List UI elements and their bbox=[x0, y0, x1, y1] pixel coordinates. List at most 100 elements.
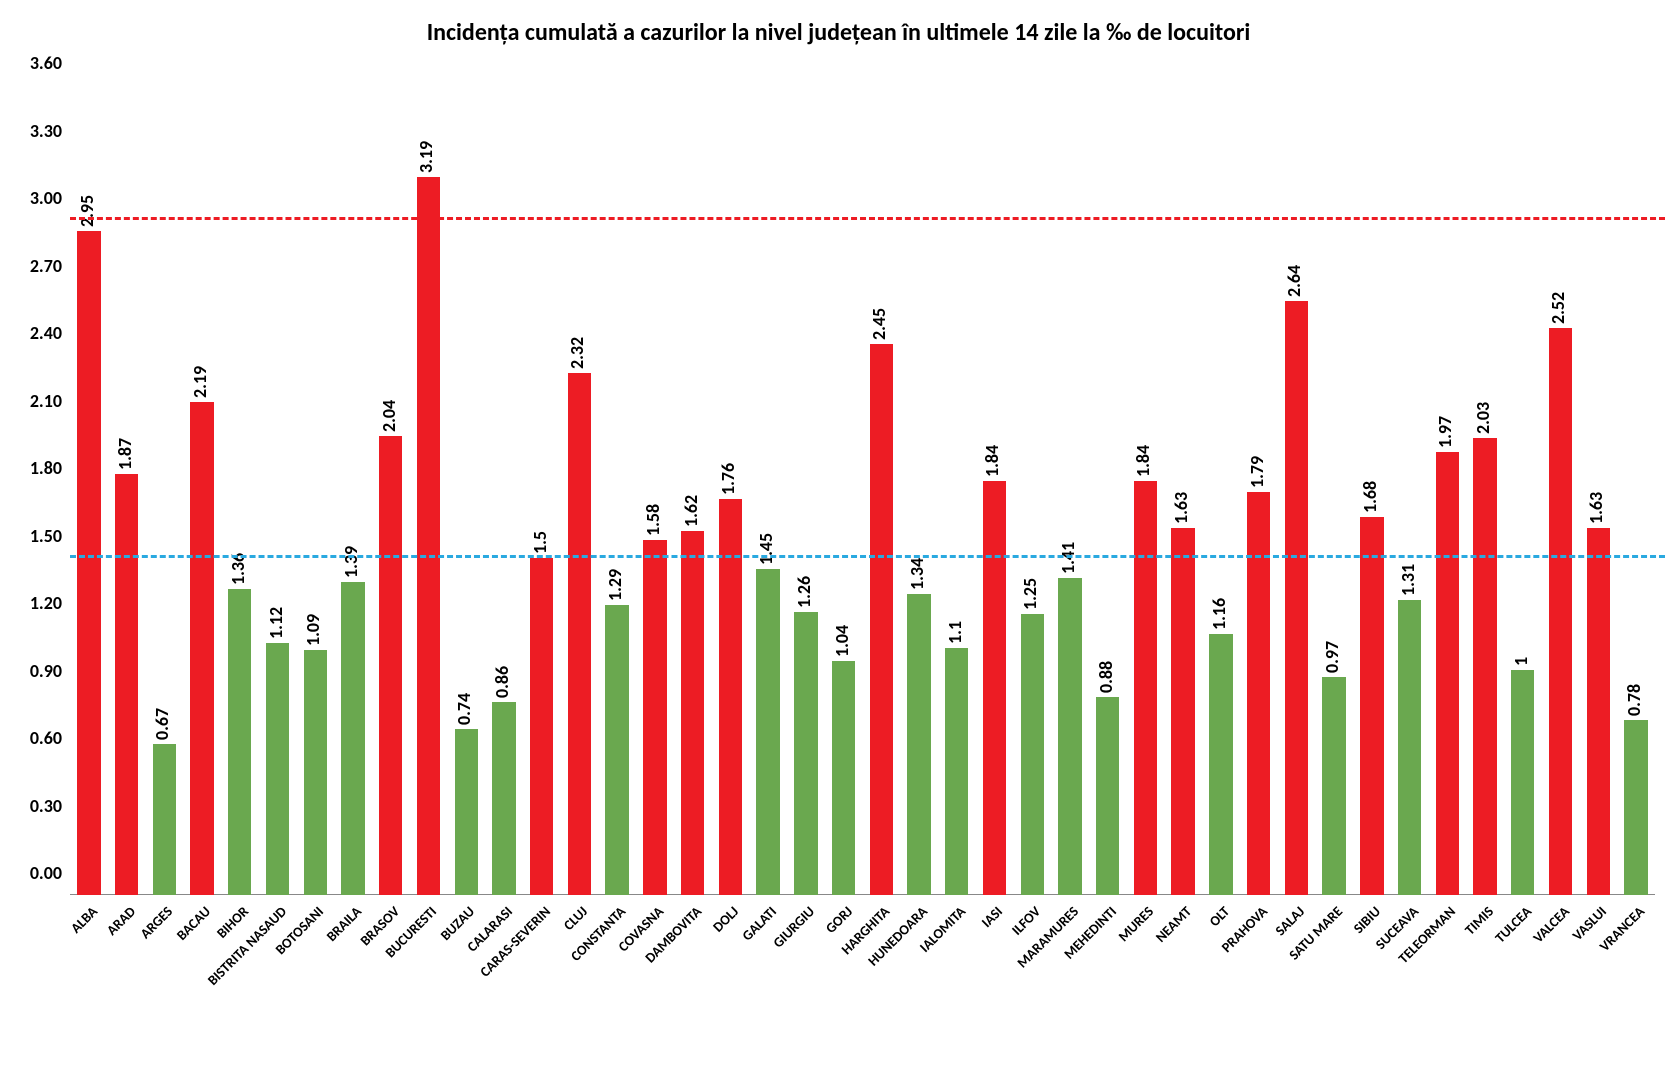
bar-slot: 2.95 bbox=[70, 85, 108, 895]
x-category-label: ARGES bbox=[137, 903, 176, 942]
bar-slot: 1.5 bbox=[523, 85, 561, 895]
bar: 1.1 bbox=[945, 648, 968, 896]
bar-value-label: 1.79 bbox=[1246, 456, 1268, 488]
bar-value-label: 1.31 bbox=[1397, 564, 1419, 596]
bar-value-label: 1.84 bbox=[981, 445, 1003, 477]
bar-value-label: 0.74 bbox=[453, 692, 475, 724]
bar-value-label: 2.95 bbox=[76, 195, 98, 227]
bar-slot: 2.64 bbox=[1278, 85, 1316, 895]
bar-value-label: 1.36 bbox=[227, 553, 249, 585]
bar-value-label: 1.84 bbox=[1132, 445, 1154, 477]
bar-slot: 0.97 bbox=[1315, 85, 1353, 895]
bar: 1.04 bbox=[832, 661, 855, 895]
x-category-label: NEAMT bbox=[1152, 903, 1195, 946]
bar-value-label: 2.32 bbox=[566, 337, 588, 369]
bar-slot: 1.16 bbox=[1202, 85, 1240, 895]
bar-slot: 1.63 bbox=[1579, 85, 1617, 895]
bar: 1 bbox=[1511, 670, 1534, 895]
y-tick-label: 3.00 bbox=[30, 187, 70, 209]
bar-value-label: 2.64 bbox=[1283, 265, 1305, 297]
bar-slot: 3.19 bbox=[410, 85, 448, 895]
y-tick-label: 0.60 bbox=[30, 727, 70, 749]
x-category-label: OLT bbox=[1206, 903, 1233, 930]
bar: 1.16 bbox=[1209, 634, 1232, 895]
bar-value-label: 2.19 bbox=[189, 366, 211, 398]
incidence-chart: Incidența cumulată a cazurilor la nivel … bbox=[0, 0, 1677, 1081]
bar-slot: 0.86 bbox=[485, 85, 523, 895]
y-tick-label: 1.50 bbox=[30, 525, 70, 547]
bar-value-label: 2.03 bbox=[1472, 402, 1494, 434]
bar-value-label: 1.34 bbox=[906, 557, 928, 589]
x-category-label: VALCEA bbox=[1529, 903, 1572, 946]
bars-group: 2.95 1.87 0.67 2.19 1.36 1.12 1.09 1.39 2.04 3.19… bbox=[70, 85, 1655, 895]
bar-slot: 0.67 bbox=[145, 85, 183, 895]
bar-slot: 1.63 bbox=[1164, 85, 1202, 895]
bar: 2.64 bbox=[1285, 301, 1308, 895]
bar-slot: 1.04 bbox=[825, 85, 863, 895]
bar-value-label: 1.12 bbox=[265, 607, 287, 639]
bar-value-label: 1.76 bbox=[717, 463, 739, 495]
x-category-label: ALBA bbox=[67, 903, 101, 937]
bar: 1.97 bbox=[1436, 452, 1459, 895]
reference-line bbox=[70, 555, 1665, 558]
y-tick-label: 0.30 bbox=[30, 795, 70, 817]
y-tick-label: 0.90 bbox=[30, 660, 70, 682]
bar-slot: 1.84 bbox=[1127, 85, 1165, 895]
bar: 0.88 bbox=[1096, 697, 1119, 895]
bar-slot: 1.12 bbox=[259, 85, 297, 895]
bar-value-label: 1.97 bbox=[1434, 416, 1456, 448]
bar-slot: 1 bbox=[1504, 85, 1542, 895]
bar-value-label: 1.04 bbox=[831, 625, 853, 657]
bar-value-label: 1.29 bbox=[604, 569, 626, 601]
y-tick-label: 2.40 bbox=[30, 322, 70, 344]
bar-slot: 2.32 bbox=[561, 85, 599, 895]
bar-value-label: 1.39 bbox=[340, 546, 362, 578]
bar-value-label: 3.19 bbox=[415, 141, 437, 173]
x-category-label: SIBIU bbox=[1350, 903, 1384, 937]
bar-slot: 1.58 bbox=[636, 85, 674, 895]
bar: 2.95 bbox=[77, 231, 100, 895]
y-tick-label: 1.20 bbox=[30, 592, 70, 614]
bar-slot: 2.45 bbox=[862, 85, 900, 895]
bar-value-label: 0.88 bbox=[1095, 661, 1117, 693]
bar-value-label: 1 bbox=[1510, 657, 1532, 666]
bar-value-label: 0.86 bbox=[491, 665, 513, 697]
bar: 1.45 bbox=[756, 569, 779, 895]
bar: 1.76 bbox=[719, 499, 742, 895]
y-tick-label: 3.60 bbox=[30, 52, 70, 74]
bar: 1.29 bbox=[605, 605, 628, 895]
bar-slot: 1.1 bbox=[938, 85, 976, 895]
y-tick-label: 0.00 bbox=[30, 862, 70, 884]
bar: 2.19 bbox=[190, 402, 213, 895]
bar-slot: 1.29 bbox=[598, 85, 636, 895]
bar: 1.31 bbox=[1398, 600, 1421, 895]
bar-slot: 2.03 bbox=[1466, 85, 1504, 895]
bar-slot: 1.84 bbox=[976, 85, 1014, 895]
bar-slot: 1.26 bbox=[787, 85, 825, 895]
x-category-label: MURES bbox=[1115, 903, 1157, 945]
bar: 2.32 bbox=[568, 373, 591, 895]
bar: 1.39 bbox=[341, 582, 364, 895]
x-category-label: TULCEA bbox=[1491, 903, 1534, 946]
bar-value-label: 2.04 bbox=[378, 400, 400, 432]
bar-slot: 1.34 bbox=[900, 85, 938, 895]
bar-value-label: 1.26 bbox=[793, 575, 815, 607]
bar-slot: 1.97 bbox=[1428, 85, 1466, 895]
plot-area: 2.95 1.87 0.67 2.19 1.36 1.12 1.09 1.39 2.04 3.19… bbox=[70, 85, 1655, 895]
bar-slot: 1.25 bbox=[1013, 85, 1051, 895]
bar: 1.5 bbox=[530, 558, 553, 896]
bar: 1.36 bbox=[228, 589, 251, 895]
x-category-label: DOLJ bbox=[710, 903, 743, 936]
bar-value-label: 1.09 bbox=[302, 614, 324, 646]
reference-line bbox=[70, 217, 1665, 220]
bar: 1.58 bbox=[643, 540, 666, 896]
bar: 1.62 bbox=[681, 531, 704, 896]
bar: 0.78 bbox=[1624, 720, 1647, 896]
bar-value-label: 1.16 bbox=[1208, 598, 1230, 630]
bar-slot: 1.41 bbox=[1051, 85, 1089, 895]
bar-value-label: 1.41 bbox=[1057, 542, 1079, 574]
bar-value-label: 1.58 bbox=[642, 503, 664, 535]
bar-value-label: 1.63 bbox=[1170, 492, 1192, 524]
bar-value-label: 1.87 bbox=[114, 438, 136, 470]
bar: 1.34 bbox=[907, 594, 930, 896]
